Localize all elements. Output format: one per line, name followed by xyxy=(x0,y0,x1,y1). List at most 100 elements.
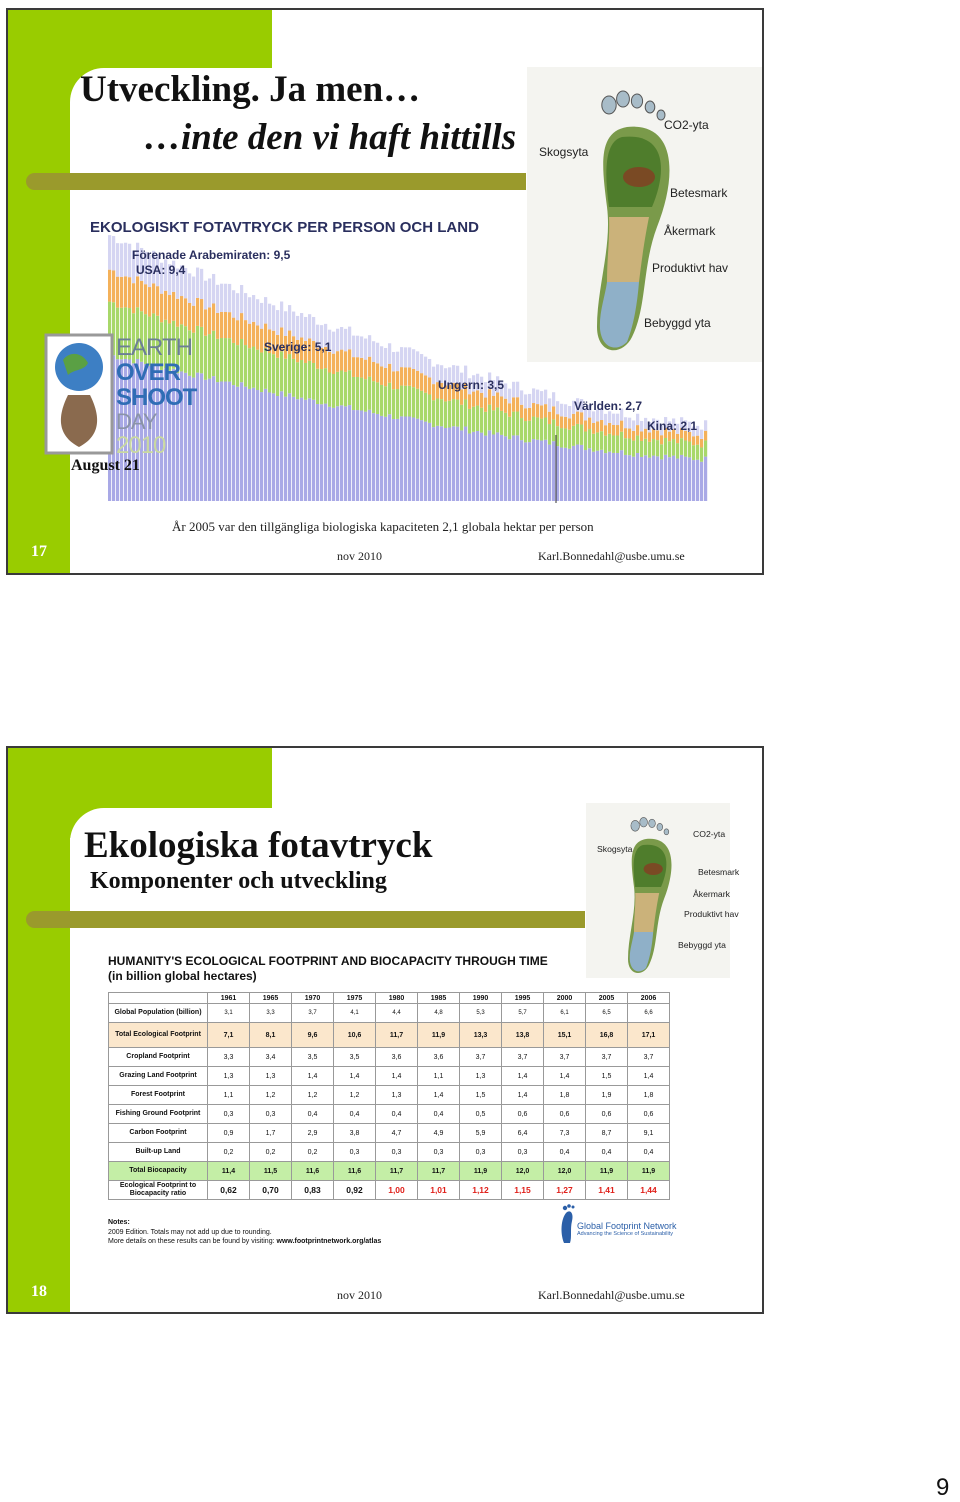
chart-bar-segment xyxy=(552,392,556,407)
chart-bar-segment xyxy=(372,341,376,362)
table-row: Global Population (billion) 3,1 3,3 3,7 4,1 4… xyxy=(108,1003,670,1023)
chart-bar-segment xyxy=(640,420,644,432)
chart-bar-segment xyxy=(508,403,512,417)
chart-bar-segment xyxy=(184,267,188,299)
chart-bar-segment xyxy=(700,447,704,462)
table-cell: 0,6 xyxy=(543,1104,586,1124)
slide-title: Utveckling. Ja men… xyxy=(80,69,421,110)
chart-bar-segment xyxy=(156,315,160,366)
chart-bar-segment xyxy=(524,442,528,501)
chart-bar-segment xyxy=(572,445,576,501)
table-cell: 0,4 xyxy=(333,1104,376,1124)
table-cell: 0,5 xyxy=(459,1104,502,1124)
chart-bar-segment xyxy=(340,370,344,406)
table-cell: 7,1 xyxy=(207,1022,250,1048)
chart-bar-segment xyxy=(188,330,192,376)
chart-bar-segment xyxy=(328,351,332,373)
chart-bar-segment xyxy=(468,433,472,501)
chart-bar-segment xyxy=(332,353,336,374)
chart-bar-segment xyxy=(492,380,496,396)
table-cell: 1,4 xyxy=(543,1066,586,1086)
chart-bar-segment xyxy=(460,404,464,431)
table-cell: 1,4 xyxy=(375,1066,418,1086)
hourglass-sand xyxy=(60,395,98,447)
chart-bar-segment xyxy=(344,351,348,372)
chart-bar-segment xyxy=(652,418,656,430)
chart-bar-segment xyxy=(216,312,220,339)
chart-bar-segment xyxy=(148,287,152,317)
chart-bar-segment xyxy=(128,243,132,278)
chart-bar-segment xyxy=(692,460,696,501)
table-cell: 11,9 xyxy=(459,1161,502,1181)
chart-bar-segment xyxy=(684,420,688,431)
chart-bar-segment xyxy=(524,421,528,443)
table-title: HUMANITY'S ECOLOGICAL FOOTPRINT AND BIOC… xyxy=(108,954,548,968)
table-cell: 3,8 xyxy=(333,1123,376,1143)
chart-bar-segment xyxy=(148,365,152,501)
chart-bar-segment xyxy=(252,295,256,322)
table-cell: 0,6 xyxy=(585,1104,628,1124)
chart-bar-segment xyxy=(436,425,440,501)
chart-bar-segment xyxy=(680,417,684,429)
chart-bar-segment xyxy=(620,420,624,432)
chart-bar-segment xyxy=(600,431,604,450)
chart-bar-segment xyxy=(484,411,488,436)
chart-bar-segment xyxy=(164,368,168,501)
table-cell: 1,8 xyxy=(627,1085,670,1105)
table-row: Built-up Land 0,2 0,2 0,2 0,3 0,3 0,3 0,3 0,3 0,4… xyxy=(108,1142,670,1162)
chart-bar-segment xyxy=(500,410,504,435)
chart-bar-segment xyxy=(688,441,692,458)
chart-bar-segment xyxy=(344,406,348,501)
chart-bar-segment xyxy=(236,293,240,321)
chart-bar-segment xyxy=(308,398,312,501)
chart-bar-segment xyxy=(564,416,568,429)
chart-bar-segment xyxy=(248,348,252,389)
chart-bar-segment xyxy=(144,284,148,315)
chart-bar-segment xyxy=(656,440,660,457)
footprint-label: Åkermark xyxy=(664,223,716,238)
table-cell: 1,4 xyxy=(627,1066,670,1086)
chart-bar-segment xyxy=(356,335,360,358)
column-header: 1970 xyxy=(291,992,334,1004)
table-cell: 0,3 xyxy=(207,1104,250,1124)
chart-bar-segment xyxy=(536,404,540,418)
chart-bar-segment xyxy=(216,338,220,383)
chart-bar-segment xyxy=(532,416,536,440)
accent-strip xyxy=(8,748,70,1312)
chart-bar-segment xyxy=(688,421,692,433)
table-cell: 0,2 xyxy=(291,1142,334,1162)
chart-bar-segment xyxy=(612,413,616,425)
caption: År 2005 var den tillgängliga biologiska … xyxy=(172,519,594,534)
chart-bar-segment xyxy=(284,358,288,397)
notes-line: 2009 Edition. Totals may not add up due … xyxy=(108,1228,272,1236)
chart-bar-segment xyxy=(588,429,592,449)
footer-date: nov 2010 xyxy=(337,549,382,563)
chart-bar-segment xyxy=(180,324,184,372)
chart-bar-segment xyxy=(536,389,540,405)
chart-bar-segment xyxy=(444,401,448,428)
chart-bar-segment xyxy=(228,283,232,313)
chart-bar-segment xyxy=(184,372,188,501)
footprint-label: Skogsyta xyxy=(597,844,633,854)
chart-bar-segment xyxy=(128,308,132,360)
chart-bar-segment xyxy=(464,426,468,501)
chart-bar-segment xyxy=(348,349,352,371)
chart-bar-segment xyxy=(188,273,192,303)
chart-bar-segment xyxy=(596,432,600,451)
table-cell: 9,6 xyxy=(291,1022,334,1048)
chart-bar-segment xyxy=(196,372,200,501)
chart-bar-segment xyxy=(548,398,552,412)
chart-bar-segment xyxy=(224,283,228,312)
table-cell: 1,3 xyxy=(207,1066,250,1086)
chart-bar-segment xyxy=(500,380,504,397)
chart-bar-segment xyxy=(540,418,544,441)
chart-bar-segment xyxy=(472,391,476,407)
chart-bar-segment xyxy=(280,327,284,352)
chart-bar-segment xyxy=(244,386,248,501)
chart-bar-segment xyxy=(704,430,708,441)
chart-bar-segment xyxy=(576,398,580,412)
table-cell: 5,3 xyxy=(459,1003,502,1023)
chart-bar-segment xyxy=(668,457,672,501)
chart-bar-segment xyxy=(172,320,176,369)
chart-bar-segment xyxy=(236,386,240,501)
